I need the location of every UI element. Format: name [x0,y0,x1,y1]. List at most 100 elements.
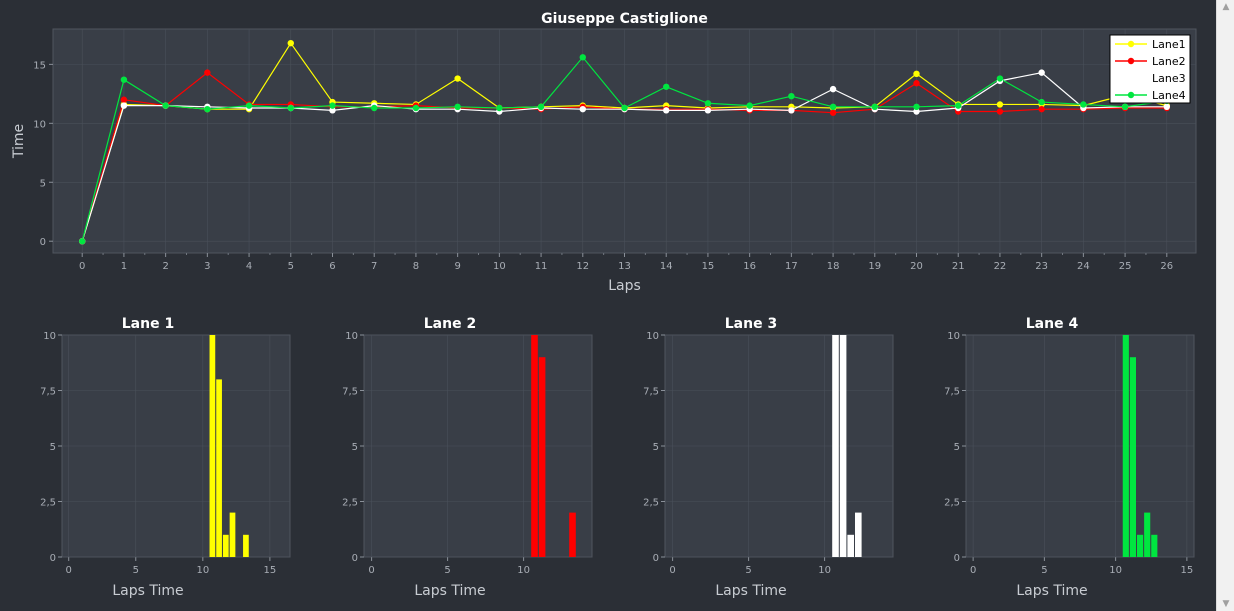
x-tick-label: 2 [162,261,168,272]
legend: Lane1 Lane2 Lane3 Lane4 [1109,34,1191,104]
y-tick-label: 7,5 [643,387,659,398]
y-tick-label: 7,5 [944,387,960,398]
y-tick-label: 0 [653,553,659,564]
data-point-lane4 [829,103,837,111]
y-tick-label: 5 [954,442,960,453]
legend-label-lane2: Lane2 [1152,55,1186,68]
y-tick-label: 10 [43,331,56,342]
y-axis-label: Time [11,124,27,159]
y-tick-label: 0 [352,553,358,564]
y-tick-label: 2,5 [342,498,358,509]
y-tick-label: 0 [954,553,960,564]
lane-3-histogram: 0 5 10 0 2,5 5 7,5 10 Lane 3 Laps Time [643,316,894,599]
x-tick-label: 0 [66,565,72,576]
histogram-bar [531,335,538,557]
data-point-lane2 [996,108,1004,115]
x-axis-label: Laps Time [1016,583,1087,599]
x-tick-label: 16 [743,261,756,272]
data-point-lane4 [371,104,378,112]
histogram-title: Lane 2 [424,316,476,332]
y-tick-label: 2,5 [40,498,56,509]
legend-marker-lane4 [1127,91,1135,99]
data-point-lane4 [955,102,962,109]
legend-box [1109,34,1191,104]
data-point-lane4 [871,103,878,111]
x-tick-label: 21 [952,261,965,272]
y-tick-label: 10 [947,331,960,342]
histogram-bar [1151,534,1158,557]
data-point-lane2 [204,69,211,76]
data-point-lane3 [120,102,128,109]
data-point-lane4 [1080,101,1087,108]
x-tick-label: 5 [444,565,450,576]
x-tick-label: 9 [454,261,460,272]
data-point-lane4 [120,76,128,83]
x-tick-label: 0 [79,261,85,272]
x-tick-label: 10 [517,565,530,576]
histogram-bar [855,512,862,557]
x-tick-label: 10 [493,261,506,272]
data-point-lane3 [829,85,837,93]
y-tick-label: 5 [653,442,659,453]
histogram-bar [569,512,576,557]
data-point-lane3 [1038,69,1045,76]
x-tick-label: 19 [868,261,881,272]
x-axis-label: Laps Time [112,583,183,599]
x-tick-label: 4 [246,261,252,272]
data-point-lane1 [287,39,294,47]
data-point-lane2 [829,109,837,116]
data-point-lane1 [996,101,1004,108]
y-tick-label: 15 [33,60,46,71]
histogram-bar [229,512,236,557]
x-tick-label: 10 [1109,565,1122,576]
histogram-title: Lane 4 [1026,316,1079,332]
histogram-bar [222,534,229,557]
x-tick-label: 18 [827,261,840,272]
data-point-lane4 [79,238,86,245]
data-point-lane4 [204,105,211,113]
lane-4-histogram: 0 5 10 15 0 2,5 5 7,5 10 Lane 4 Laps Time [944,316,1195,599]
x-tick-label: 10 [818,565,831,576]
y-tick-label: 0 [50,553,56,564]
data-point-lane3 [913,108,920,115]
data-point-lane4 [245,102,253,109]
data-point-lane3 [788,107,795,114]
x-tick-label: 5 [1041,565,1047,576]
x-tick-label: 5 [133,565,139,576]
data-point-lane4 [579,54,586,61]
x-tick-label: 7 [371,261,377,272]
chevron-up-icon[interactable]: ▲ [1222,2,1230,12]
y-tick-label: 0 [40,237,46,248]
data-point-lane1 [913,70,920,78]
vertical-scrollbar[interactable]: ▲ ▼ [1216,0,1234,611]
y-tick-label: 5 [50,442,56,453]
lane-1-histogram: 0 5 10 15 0 2,5 5 7,5 10 Lane 1 Laps Time [40,316,291,599]
y-tick-label: 2,5 [643,498,659,509]
data-point-lane4 [913,103,920,111]
data-point-lane4 [162,102,169,109]
data-point-lane4 [412,104,420,112]
data-point-lane3 [1163,103,1170,111]
data-point-lane3 [329,107,336,114]
data-point-lane3 [663,107,670,114]
x-tick-label: 0 [669,565,675,576]
histogram-title: Lane 1 [122,316,174,332]
data-point-lane4 [287,104,294,112]
histogram-bar [1144,512,1151,557]
x-tick-label: 10 [196,565,209,576]
x-tick-label: 23 [1035,261,1048,272]
histogram-bar [1122,335,1129,557]
data-point-lane4 [537,103,545,111]
y-tick-label: 10 [33,119,46,130]
y-tick-label: 10 [646,331,659,342]
x-tick-label: 15 [264,565,277,576]
chevron-down-icon[interactable]: ▼ [1222,599,1230,609]
y-tick-label: 7,5 [342,387,358,398]
legend-marker-lane2 [1127,57,1135,65]
histogram-bar [216,379,222,557]
y-tick-label: 5 [352,442,358,453]
chart-title: Giuseppe Castiglione [541,11,708,27]
histogram-title: Lane 3 [725,316,777,332]
histogram-bar [847,534,854,557]
